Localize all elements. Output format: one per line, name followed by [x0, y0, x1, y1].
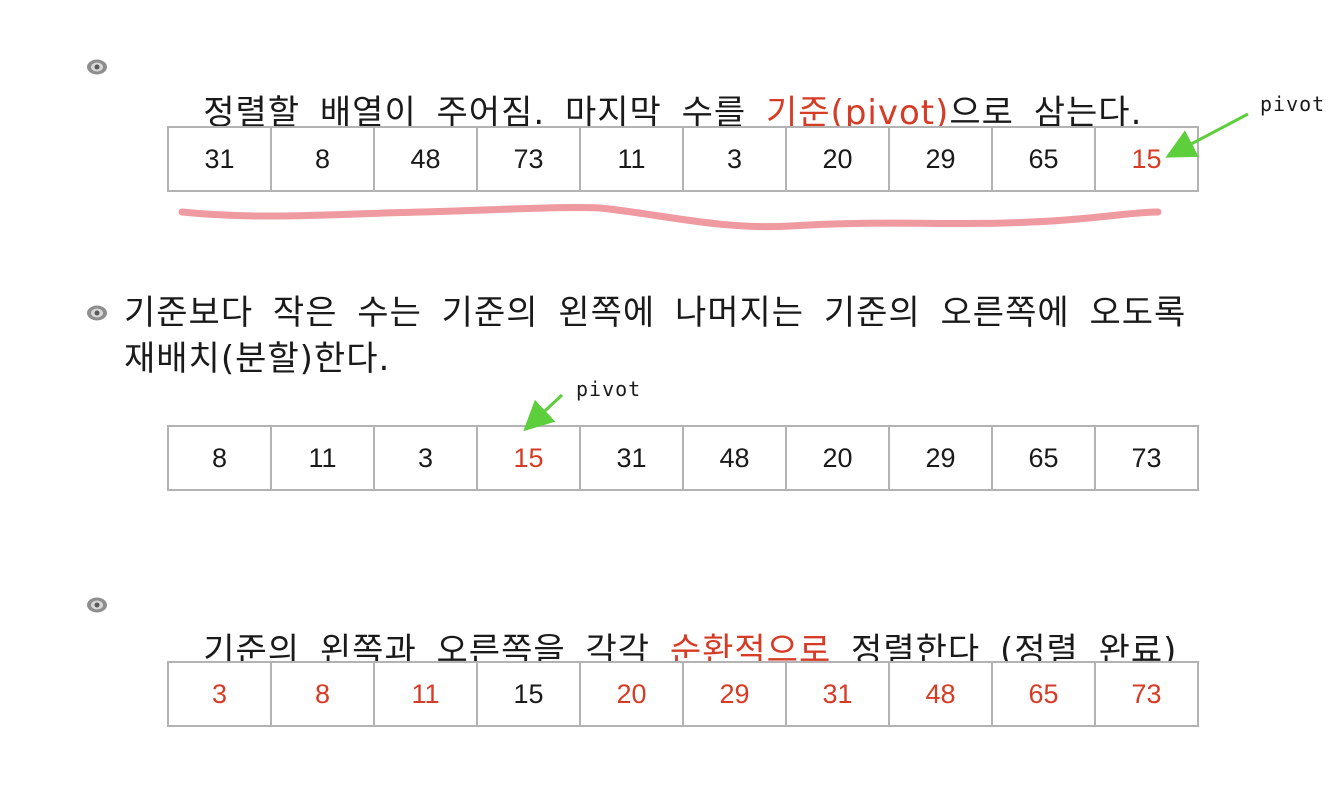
array-cell: 20: [787, 427, 890, 489]
green-arrow-icon: [523, 393, 564, 432]
eye-bullet-icon: [87, 597, 107, 613]
step-1-text: 정렬할 배열이 주어짐. 마지막 수를 기준(pivot)으로 삼는다.: [86, 44, 1141, 182]
array-cell: 8: [169, 427, 272, 489]
array-cell: 29: [890, 128, 993, 190]
array-cell: 3: [684, 128, 787, 190]
step-3-text: 기준의 왼쪽과 오른쪽을 각각 순환적으로 정렬한다 (정렬 완료): [86, 582, 1176, 720]
array-cell: 15: [478, 427, 581, 489]
array-cell: 8: [272, 128, 375, 190]
eye-bullet-icon: [87, 305, 107, 321]
array-cell: 29: [684, 663, 787, 725]
array-cell: 20: [787, 128, 890, 190]
step-2-text-continued: 재배치(분할)한다.: [86, 336, 389, 428]
array-cell: 73: [1131, 442, 1162, 473]
pivot-label-1: pivot: [1260, 92, 1326, 116]
array-cell: 3: [169, 663, 272, 725]
array-cell: 20: [581, 663, 684, 725]
pivot-label-2: pivot: [576, 377, 642, 401]
array-cell: 31: [787, 663, 890, 725]
step-2-text: 기준보다 작은 수는 기준의 왼쪽에 나머지는 기준의 오른쪽에 오도록: [86, 290, 1185, 428]
array-sorted: 3 8 11 15 20 29 31 48 65 73: [167, 661, 1199, 727]
step-2-line-1: 기준보다 작은 수는 기준의 왼쪽에 나머지는 기준의 오른쪽에 오도록: [124, 293, 1187, 333]
array-cell: 73: [1131, 678, 1162, 709]
array-cell: 8: [272, 663, 375, 725]
array-cell: 73: [478, 128, 581, 190]
array-cell: 65: [993, 663, 1096, 725]
array-cell: 31: [169, 128, 272, 190]
array-cell: 48: [890, 663, 993, 725]
array-cell: 48: [684, 427, 787, 489]
array-cell: 11: [272, 427, 375, 489]
array-cell: 15: [1131, 143, 1162, 174]
array-cell: 65: [993, 128, 1096, 190]
array-cell: 29: [890, 427, 993, 489]
step-2-line-2: 재배치(분할)한다.: [124, 339, 391, 379]
array-cell: 11: [375, 663, 478, 725]
array-cell: 65: [993, 427, 1096, 489]
array-cell: 48: [375, 128, 478, 190]
array-cell: 11: [581, 128, 684, 190]
pink-underline-stroke: [178, 203, 1162, 231]
array-initial: 31 8 48 73 11 3 20 29 65 15: [167, 126, 1199, 192]
array-partitioned: 8 11 3 15 31 48 20 29 65 73: [167, 425, 1199, 491]
array-cell: 3: [375, 427, 478, 489]
eye-bullet-icon: [87, 59, 107, 75]
array-cell: 15: [478, 663, 581, 725]
array-cell: 31: [581, 427, 684, 489]
